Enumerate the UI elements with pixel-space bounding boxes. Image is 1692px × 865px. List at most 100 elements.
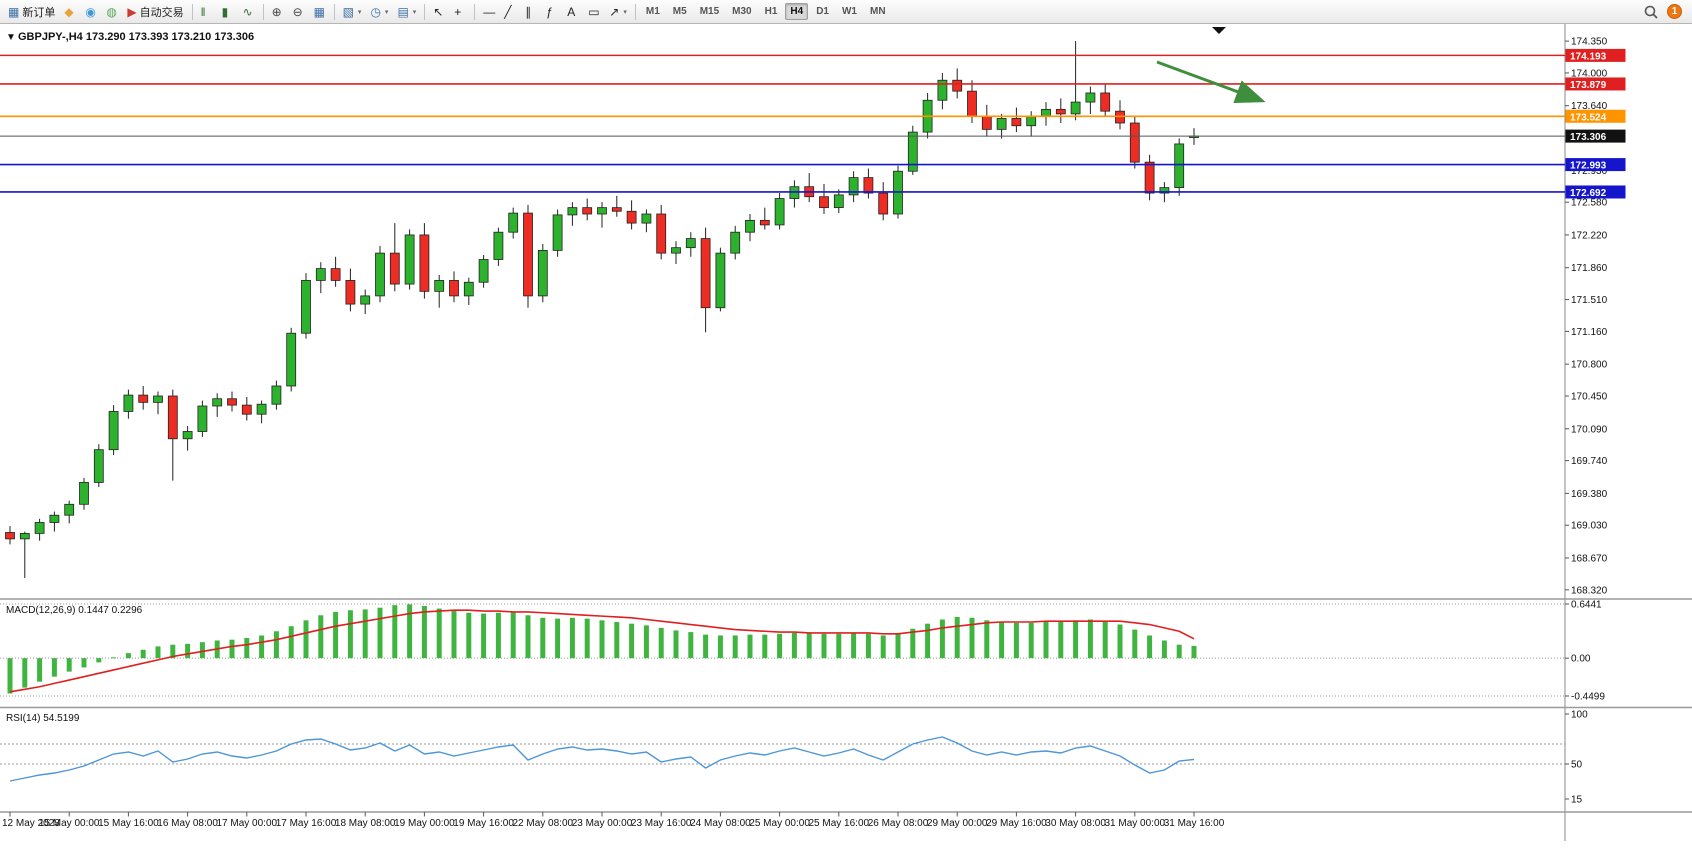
macd-histogram-bar xyxy=(762,634,768,659)
horizontal-line-button[interactable]: ― xyxy=(479,2,499,22)
timeframe-mn-button[interactable]: MN xyxy=(869,6,886,17)
search-icon[interactable] xyxy=(1643,4,1659,20)
macd-histogram-bar xyxy=(732,635,738,659)
macd-histogram-bar xyxy=(259,635,265,659)
macd-histogram-bar xyxy=(658,627,664,659)
tile-windows-button[interactable]: ▦ xyxy=(310,2,330,22)
crosshair-icon: + xyxy=(454,4,462,19)
auto-trading-button[interactable]: ▶ 自动交易 xyxy=(123,2,187,22)
candle-down xyxy=(1115,110,1125,124)
grid-lines xyxy=(0,603,1565,765)
macd-histogram-bar xyxy=(303,620,309,659)
horizontal-levels[interactable] xyxy=(0,54,1565,193)
timeframe-m15-button[interactable]: M15 xyxy=(699,6,720,17)
macd-histogram-bar xyxy=(125,653,131,659)
macd-histogram-bar xyxy=(791,632,797,659)
new-order-button[interactable]: ▦ 新订单 xyxy=(4,2,59,22)
market-button[interactable]: ◆ xyxy=(60,2,80,22)
macd-histogram-bar xyxy=(140,649,146,659)
timeframe-m30-button[interactable]: M30 xyxy=(732,6,752,17)
line-chart-icon: ∿ xyxy=(242,4,253,19)
candle-up xyxy=(463,281,474,297)
bar-chart-button[interactable]: ‖ xyxy=(197,2,217,22)
auto-trading-button-label: 自动交易 xyxy=(139,6,184,19)
candle-down xyxy=(582,207,593,215)
macd-histogram-bar xyxy=(510,611,516,659)
time-axis-label: 15 May 00:00 xyxy=(39,818,100,829)
candle-up xyxy=(848,177,859,196)
cursor-button[interactable]: ↖ xyxy=(429,2,449,22)
price-axis-label: 171.510 xyxy=(1571,295,1608,306)
timeframe-h4-button[interactable]: H4 xyxy=(785,3,809,20)
community-button[interactable]: ◍ xyxy=(102,2,122,22)
zoom-in-button[interactable]: ⊕ xyxy=(268,2,288,22)
macd-histogram-bar xyxy=(362,609,368,659)
candle-up xyxy=(256,403,267,415)
codebase-button[interactable]: ◉ xyxy=(81,2,101,22)
periods-button[interactable]: ◷ ▾ xyxy=(366,2,392,22)
price-level-badge-text: 172.993 xyxy=(1570,161,1607,172)
macd-histogram-bar xyxy=(1087,619,1093,659)
indicators-button[interactable]: ▧ ▾ xyxy=(339,2,366,22)
candle-up xyxy=(478,259,489,283)
line-chart-button[interactable]: ∿ xyxy=(239,2,259,22)
candle-up xyxy=(493,231,504,260)
macd-histogram-bar xyxy=(1013,622,1019,659)
crosshair-button[interactable]: + xyxy=(450,2,470,22)
timeframe-h1-button[interactable]: H1 xyxy=(764,6,778,17)
cursor-icon: ↖ xyxy=(433,4,444,19)
macd-histogram-bar xyxy=(466,612,472,659)
candle-down xyxy=(345,280,356,305)
candle-up xyxy=(197,405,208,432)
zoom-out-button[interactable]: ⊖ xyxy=(289,2,309,22)
timeframe-d1-button[interactable]: D1 xyxy=(816,6,829,17)
market-icon: ◆ xyxy=(64,4,74,19)
toolbar-separator xyxy=(424,3,426,20)
channel-button[interactable]: ∥ xyxy=(521,2,541,22)
collapse-chart-icon[interactable]: ▼ xyxy=(6,32,16,43)
candle-up xyxy=(123,394,134,412)
time-axis-label: 24 May 08:00 xyxy=(690,818,751,829)
candle-down xyxy=(227,398,237,406)
arrows-button[interactable]: ↗ ▾ xyxy=(605,2,631,22)
candlestick-chart-button[interactable]: ▮ xyxy=(218,2,238,22)
time-axis-label: 25 May 16:00 xyxy=(808,818,869,829)
time-axis-label: 31 May 00:00 xyxy=(1104,818,1165,829)
macd-histogram-bar xyxy=(481,613,487,659)
timeframe-m1-button[interactable]: M1 xyxy=(645,6,660,17)
annotations[interactable] xyxy=(1156,27,1266,103)
candle-down xyxy=(611,207,622,212)
candle-up xyxy=(833,194,844,209)
chevron-down-icon: ▾ xyxy=(623,8,627,16)
price-axis[interactable]: 174.350 174.000 173.640 172.930 172.580 172.2… xyxy=(1565,37,1608,806)
timeframe-m5-button[interactable]: M5 xyxy=(672,6,687,17)
candle-up xyxy=(49,514,60,523)
candle-up xyxy=(286,332,297,387)
time-axis-label: 19 May 16:00 xyxy=(453,818,514,829)
time-axis-label: 17 May 16:00 xyxy=(276,818,337,829)
text-icon: A xyxy=(567,4,576,19)
macd-histogram-bar xyxy=(1102,621,1108,659)
chart-canvas[interactable]: 174.350 174.000 173.640 172.930 172.580 172.2… xyxy=(0,24,1692,865)
horizontal-line-icon: ― xyxy=(483,4,496,19)
label-button[interactable]: ▭ xyxy=(584,2,604,22)
templates-button[interactable]: ▤ ▾ xyxy=(393,2,420,22)
fibonacci-button[interactable]: ƒ xyxy=(542,2,562,22)
candle-up xyxy=(212,398,223,407)
candle-down xyxy=(863,177,874,194)
price-level-badge-text: 173.306 xyxy=(1570,132,1607,143)
macd-histogram-bar xyxy=(999,622,1005,659)
timeframe-w1-button[interactable]: W1 xyxy=(841,6,857,17)
macd-histogram-bar xyxy=(806,632,812,659)
auto-trading-icon: ▶ xyxy=(127,4,137,19)
time-axis-label: 16 May 08:00 xyxy=(157,818,218,829)
candle-down xyxy=(700,238,711,309)
macd-histogram-bar xyxy=(185,643,191,659)
trend-arrow-annotation[interactable] xyxy=(1156,60,1266,103)
trendline-button[interactable]: ╱ xyxy=(500,2,520,22)
macd-histogram-bar xyxy=(895,632,901,659)
text-button[interactable]: A xyxy=(563,2,583,22)
chevron-down-icon: ▾ xyxy=(412,8,417,16)
notification-badge[interactable]: 1 xyxy=(1667,4,1682,19)
